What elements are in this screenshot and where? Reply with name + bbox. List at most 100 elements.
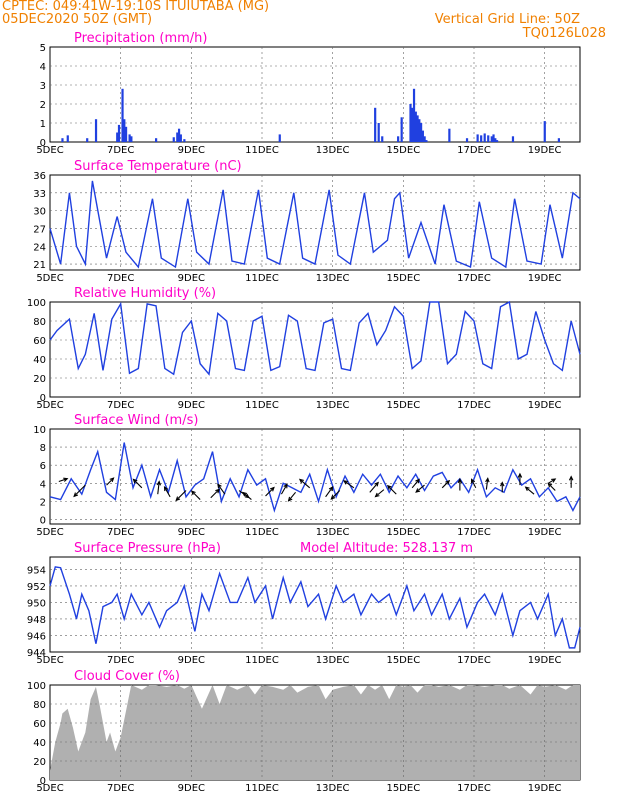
wind-arrowhead — [163, 485, 169, 492]
precip-bar — [124, 126, 128, 142]
precip-bar — [66, 135, 69, 142]
humidity-line — [49, 300, 581, 376]
wind-arrowhead — [73, 492, 79, 498]
wind-arrow — [280, 484, 288, 495]
wind-ytick-label: 10 — [33, 425, 46, 436]
precipitation-xtick-label: 13DEC — [316, 145, 350, 156]
header-station: CPTEC: 049:41W-19:10S ITUIUTABA (MG) — [2, 0, 270, 14]
wind-arrow — [106, 477, 114, 486]
temperature-ytick-label: 24 — [33, 242, 46, 253]
wind-arrowhead — [457, 478, 463, 484]
cloud-ytick-label: 80 — [33, 700, 46, 711]
wind-arrowhead — [175, 496, 181, 502]
precip-bar — [543, 121, 546, 142]
pressure-frame — [49, 556, 581, 653]
temperature-ytick-label: 30 — [33, 207, 46, 218]
wind-arrowhead — [269, 486, 275, 492]
wind-arrowhead — [330, 494, 336, 500]
wind-arrowhead — [445, 479, 451, 485]
precipitation-ytick-label: 0 — [40, 138, 46, 149]
wind-arrowhead — [156, 480, 162, 486]
cloud-ytick-label: 40 — [33, 738, 46, 749]
wind-arrowhead — [386, 484, 392, 490]
wind-arrowhead — [568, 475, 574, 481]
pressure-ytick-label: 946 — [27, 631, 46, 642]
pressure-xtick-label: 7DEC — [107, 655, 134, 666]
header-date: 05DEC2020 50Z (GMT) — [2, 12, 153, 27]
precip-bar — [176, 132, 179, 142]
wind-arrowhead — [343, 480, 349, 485]
precip-bar — [421, 130, 424, 142]
precip-bar — [177, 128, 181, 142]
wind-xtick-label: 5DEC — [36, 527, 63, 538]
wind-arrow — [485, 478, 489, 490]
humidity-xtick-label: 17DEC — [457, 400, 491, 411]
cloud-xtick-label: 17DEC — [457, 783, 491, 794]
wind-arrow — [441, 480, 450, 489]
wind-arrow — [58, 478, 68, 482]
temperature-xtick-label: 11DEC — [245, 273, 279, 284]
pressure-line — [49, 566, 581, 649]
precip-bar — [179, 134, 182, 142]
wind-arrowhead — [415, 488, 421, 493]
wind-arrow — [375, 489, 385, 498]
wind-xtick-label: 9DEC — [178, 527, 205, 538]
wind-arrowhead — [415, 478, 420, 484]
precip-bar — [172, 137, 175, 142]
precip-bar — [61, 138, 64, 142]
precip-bar — [374, 107, 377, 142]
header-grid-note: Vertical Grid Line: 50Z — [434, 12, 580, 27]
precip-bar — [183, 139, 186, 142]
precipitation-title: Precipitation (mm/h) — [74, 31, 207, 46]
precip-bar — [411, 107, 414, 142]
precipitation-xtick-label: 17DEC — [457, 145, 491, 156]
wind-arrow — [547, 483, 556, 491]
wind-arrowhead — [374, 492, 380, 498]
cloud-ytick-label: 20 — [33, 757, 46, 768]
wind-arrow — [415, 484, 425, 493]
wind-arrow — [73, 484, 86, 497]
cloud-xtick-label: 9DEC — [178, 783, 205, 794]
precip-bar — [511, 136, 515, 142]
precipitation-ytick-label: 4 — [40, 62, 46, 73]
wind-arrow — [343, 480, 355, 489]
wind-arrow — [288, 491, 296, 502]
precip-bar — [278, 134, 281, 142]
wind-arrow — [265, 487, 275, 497]
pressure-xtick-label: 5DEC — [36, 655, 63, 666]
pressure-xtick-label: 17DEC — [457, 655, 491, 666]
humidity-ytick-label: 40 — [33, 355, 46, 366]
wind-arrowhead — [287, 496, 293, 502]
humidity-xtick-label: 15DEC — [386, 400, 420, 411]
wind-xtick-label: 13DEC — [316, 527, 350, 538]
precip-bar — [123, 119, 126, 142]
precip-bar — [412, 88, 416, 142]
humidity-xtick-label: 5DEC — [36, 400, 63, 411]
pressure-ytick-label: 944 — [27, 648, 46, 659]
wind-ytick-label: 8 — [40, 443, 46, 454]
wind-arrowhead — [517, 472, 523, 478]
pressure-xtick-label: 15DEC — [386, 655, 420, 666]
humidity-xtick-label: 9DEC — [178, 400, 205, 411]
temperature-xtick-label: 5DEC — [36, 273, 63, 284]
temperature-xtick-label: 7DEC — [107, 273, 134, 284]
pressure-ytick-label: 950 — [27, 598, 46, 609]
wind-arrow — [164, 486, 171, 498]
wind-arrowhead — [500, 481, 505, 487]
temperature-line — [49, 180, 581, 269]
cloud-ytick-label: 0 — [40, 776, 46, 787]
precip-bar — [94, 119, 98, 142]
wind-arrow — [157, 481, 160, 495]
pressure-title: Surface Pressure (hPa) — [74, 541, 221, 556]
temperature-xtick-label: 17DEC — [457, 273, 491, 284]
wind-ytick-label: 0 — [40, 515, 46, 526]
precip-bar — [416, 115, 419, 142]
humidity-xtick-label: 11DEC — [245, 400, 279, 411]
precip-bar — [495, 140, 499, 142]
humidity-ytick-label: 0 — [40, 393, 46, 404]
pressure-xtick-label: 11DEC — [245, 655, 279, 666]
cloud-ytick-label: 100 — [27, 681, 46, 692]
precip-bar — [490, 136, 493, 142]
temperature-xtick-label: 15DEC — [386, 273, 420, 284]
wind-frame — [49, 428, 581, 525]
